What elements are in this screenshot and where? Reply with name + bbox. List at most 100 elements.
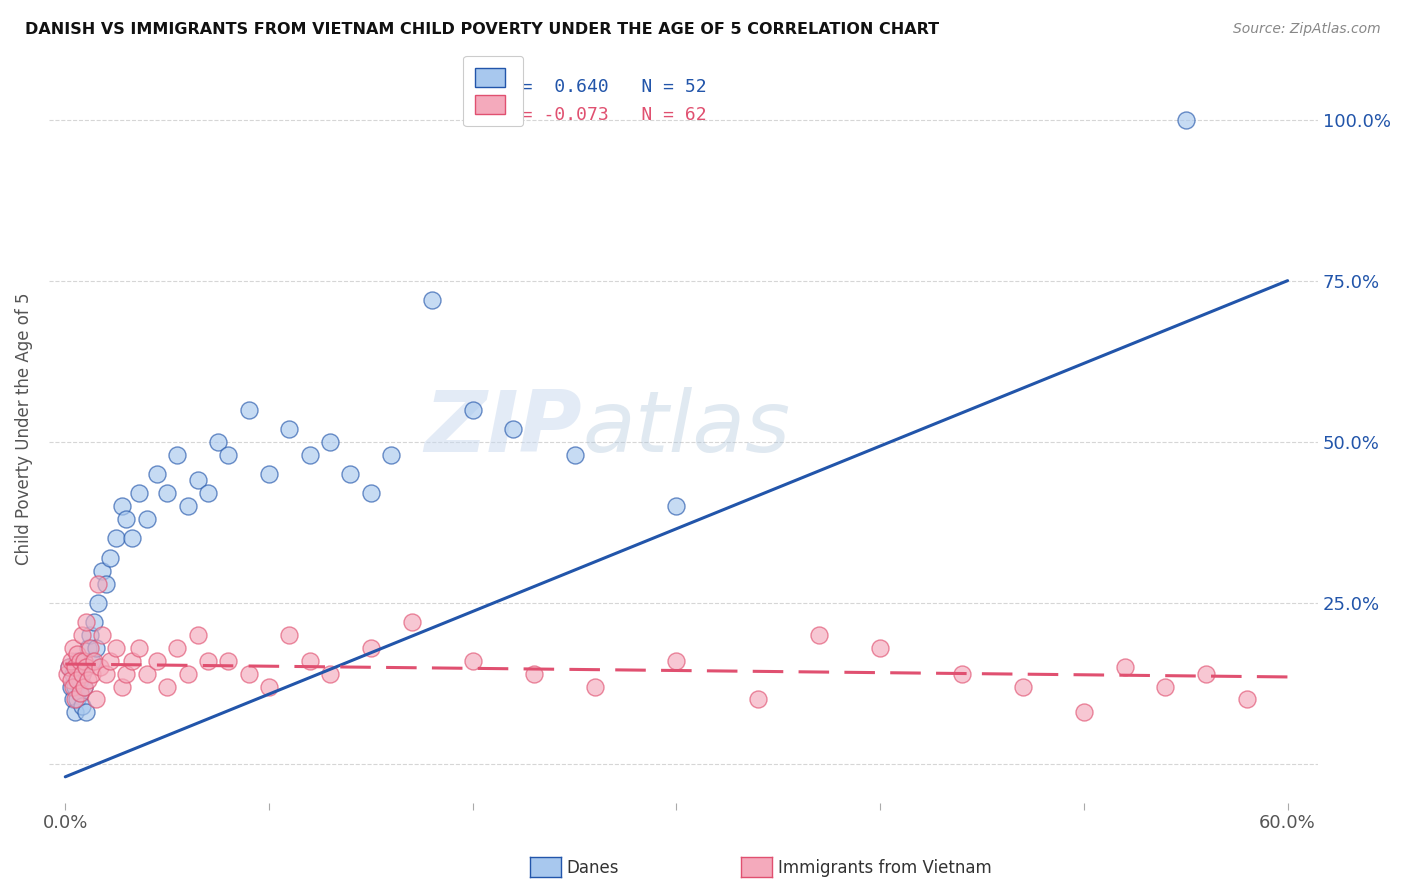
- Point: [278, 422, 301, 436]
- Point: [98, 654, 121, 668]
- Point: [69, 686, 91, 700]
- Text: Danes: Danes: [567, 859, 619, 877]
- Point: [238, 402, 260, 417]
- Point: [69, 673, 91, 688]
- Point: [105, 532, 128, 546]
- Text: ZIP: ZIP: [425, 387, 582, 470]
- Point: [121, 532, 143, 546]
- Point: [146, 654, 169, 668]
- Point: [69, 654, 91, 668]
- Point: [128, 640, 150, 655]
- Point: [380, 448, 402, 462]
- Point: [83, 654, 105, 668]
- Point: [62, 666, 84, 681]
- Point: [65, 660, 87, 674]
- Point: [70, 698, 93, 713]
- Point: [257, 680, 280, 694]
- Point: [523, 666, 546, 681]
- Point: [76, 640, 98, 655]
- Point: [156, 680, 179, 694]
- Point: [62, 680, 84, 694]
- Point: [70, 628, 93, 642]
- Point: [1114, 660, 1136, 674]
- Point: [217, 654, 239, 668]
- Point: [60, 680, 83, 694]
- Point: [176, 666, 198, 681]
- Point: [121, 654, 143, 668]
- Point: [187, 628, 209, 642]
- Point: [69, 686, 91, 700]
- Point: [950, 666, 973, 681]
- Text: Immigrants from Vietnam: Immigrants from Vietnam: [778, 859, 991, 877]
- Point: [665, 499, 688, 513]
- Point: [207, 434, 229, 449]
- Point: [319, 666, 342, 681]
- Point: [197, 654, 219, 668]
- Point: [360, 486, 382, 500]
- Point: [58, 660, 80, 674]
- Point: [360, 640, 382, 655]
- Point: [1011, 680, 1033, 694]
- Point: [75, 706, 97, 720]
- Point: [65, 706, 87, 720]
- Point: [72, 654, 94, 668]
- Text: R =  0.640   N = 52: R = 0.640 N = 52: [499, 78, 706, 95]
- Point: [98, 550, 121, 565]
- Point: [1154, 680, 1177, 694]
- Point: [62, 692, 84, 706]
- Text: atlas: atlas: [582, 387, 790, 470]
- Point: [217, 448, 239, 462]
- Point: [79, 640, 101, 655]
- Point: [319, 434, 342, 449]
- Point: [1073, 706, 1095, 720]
- Text: Source: ZipAtlas.com: Source: ZipAtlas.com: [1233, 22, 1381, 37]
- Point: [94, 576, 117, 591]
- Point: [66, 692, 89, 706]
- Point: [75, 660, 97, 674]
- Point: [420, 293, 443, 307]
- Point: [66, 654, 89, 668]
- Point: [1195, 666, 1218, 681]
- Point: [75, 615, 97, 630]
- Point: [60, 673, 83, 688]
- Point: [65, 680, 87, 694]
- Point: [298, 448, 321, 462]
- Point: [87, 596, 110, 610]
- Point: [238, 666, 260, 681]
- Point: [75, 660, 97, 674]
- Point: [461, 654, 484, 668]
- Point: [70, 666, 93, 681]
- Point: [187, 474, 209, 488]
- Point: [502, 422, 524, 436]
- Point: [91, 564, 114, 578]
- Point: [583, 680, 606, 694]
- Y-axis label: Child Poverty Under the Age of 5: Child Poverty Under the Age of 5: [15, 293, 32, 566]
- Point: [461, 402, 484, 417]
- Point: [60, 654, 83, 668]
- Point: [111, 680, 134, 694]
- Point: [80, 654, 103, 668]
- Point: [84, 640, 107, 655]
- Point: [128, 486, 150, 500]
- Point: [176, 499, 198, 513]
- Point: [115, 666, 138, 681]
- Point: [84, 692, 107, 706]
- Text: DANISH VS IMMIGRANTS FROM VIETNAM CHILD POVERTY UNDER THE AGE OF 5 CORRELATION C: DANISH VS IMMIGRANTS FROM VIETNAM CHILD …: [25, 22, 939, 37]
- Point: [146, 467, 169, 481]
- Point: [76, 673, 98, 688]
- Point: [1174, 112, 1197, 127]
- Point: [105, 640, 128, 655]
- Point: [747, 692, 769, 706]
- Point: [65, 692, 87, 706]
- Point: [564, 448, 586, 462]
- Point: [1236, 692, 1258, 706]
- Point: [91, 628, 114, 642]
- Point: [56, 666, 79, 681]
- Point: [197, 486, 219, 500]
- Point: [166, 448, 188, 462]
- Point: [58, 660, 80, 674]
- Point: [278, 628, 301, 642]
- Point: [115, 512, 138, 526]
- Point: [135, 666, 157, 681]
- Point: [869, 640, 891, 655]
